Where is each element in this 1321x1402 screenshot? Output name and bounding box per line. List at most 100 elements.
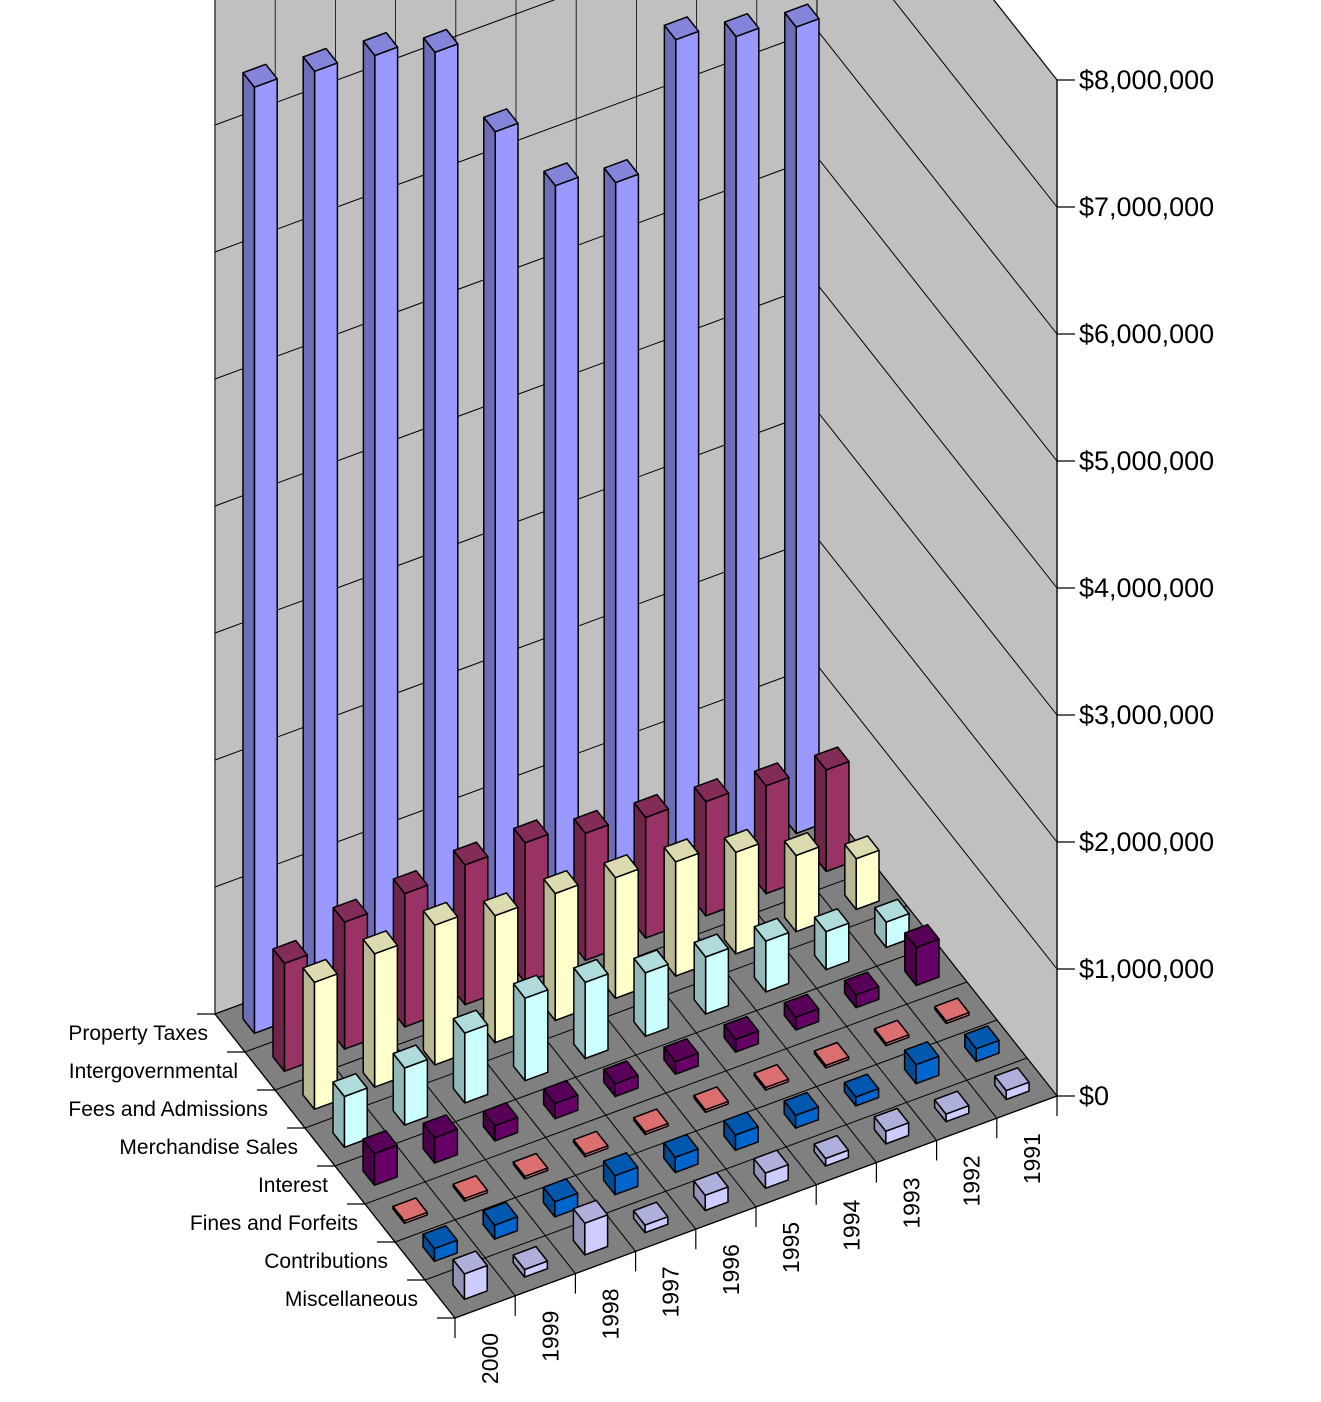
bar-side-face <box>663 24 677 879</box>
bar-top-face <box>242 63 278 88</box>
bar-side-face <box>663 846 677 977</box>
bar-top-face <box>663 838 700 863</box>
bar <box>512 1245 549 1278</box>
bar <box>482 1201 519 1240</box>
bar <box>603 158 640 901</box>
axes <box>197 79 1075 1338</box>
bar-top-face <box>512 974 549 999</box>
bar-top-face <box>302 958 338 984</box>
value-tick-label: $0 <box>1079 1081 1109 1111</box>
bar <box>633 793 670 939</box>
bar-top-face <box>843 971 880 996</box>
bar-top-face <box>723 12 760 38</box>
bar-front-face <box>434 43 459 968</box>
bar-top-face <box>903 1041 940 1066</box>
bar <box>482 1102 519 1142</box>
category-tick-label: 1991 <box>1019 1133 1045 1184</box>
bar <box>934 997 970 1025</box>
bar <box>573 958 609 1060</box>
bar-side-face <box>302 967 316 1111</box>
value-tick-label: $4,000,000 <box>1079 573 1214 603</box>
bar-top-face <box>814 746 850 771</box>
bar <box>663 16 700 879</box>
bar <box>302 47 339 1012</box>
bar-side-face <box>422 37 436 968</box>
bar-top-face <box>693 1171 729 1197</box>
bar-top-face <box>603 158 640 184</box>
bar-top-face <box>904 923 940 949</box>
bar <box>783 1091 820 1129</box>
bar-front-face <box>494 122 519 946</box>
bar-front-face <box>644 963 669 1038</box>
bar-top-face <box>784 3 820 28</box>
bar <box>873 1019 910 1047</box>
bar <box>723 12 760 857</box>
bar-top-face <box>632 1201 669 1226</box>
bar-top-face <box>422 1114 459 1139</box>
bar-side-face <box>783 840 797 933</box>
bar-top-face <box>482 892 519 917</box>
value-tick-label: $8,000,000 <box>1079 65 1214 95</box>
bar-top-face <box>392 1197 428 1222</box>
floor-gridline <box>364 981 968 1205</box>
gridline <box>214 0 1058 208</box>
bar-side-face <box>723 21 737 857</box>
bar <box>693 933 730 1015</box>
category-tick-label: 1996 <box>718 1244 744 1295</box>
bar-top-face <box>603 854 639 879</box>
bar-top-face <box>813 908 850 933</box>
bar-top-face <box>994 1067 1030 1092</box>
category-tick-label: 1997 <box>658 1266 684 1317</box>
bar-top-face <box>633 1108 669 1133</box>
bar-top-face <box>934 997 970 1022</box>
bar-side-face <box>512 982 526 1082</box>
bar-side-face <box>543 170 557 924</box>
bar <box>422 901 459 1066</box>
bar-top-face <box>873 1019 910 1044</box>
bar-side-face <box>483 116 496 946</box>
bar-top-face <box>874 898 910 923</box>
bar-top-face <box>513 819 549 844</box>
category-tick-label: 1993 <box>899 1178 925 1229</box>
bar <box>753 1063 790 1091</box>
bar-side-face <box>784 11 797 835</box>
bar-front-face <box>313 62 339 1012</box>
bar <box>572 1130 609 1158</box>
bar-top-face <box>572 1130 609 1155</box>
bar <box>483 108 519 946</box>
bar <box>964 1025 1000 1063</box>
series-label: Miscellaneous <box>285 1288 418 1311</box>
bar-side-face <box>272 948 286 1073</box>
series-label: Contributions <box>264 1250 388 1273</box>
bar-side-face <box>302 56 316 1012</box>
bar <box>392 869 429 1028</box>
bar-top-face <box>723 828 760 854</box>
bar-top-face <box>512 1152 549 1178</box>
bar <box>783 831 820 933</box>
bar-top-face <box>663 16 700 41</box>
bar <box>242 63 278 1035</box>
bar <box>332 1072 368 1149</box>
bar-top-face <box>392 1044 429 1069</box>
bar <box>814 746 850 873</box>
bar-front-face <box>765 931 790 993</box>
bar-top-face <box>452 1174 489 1200</box>
bar <box>813 1041 850 1069</box>
bar-top-face <box>362 1129 398 1155</box>
bar-top-face <box>813 1041 850 1067</box>
bar <box>362 930 399 1088</box>
series-label: Intergovernmental <box>69 1060 238 1083</box>
bar-top-face <box>482 1201 519 1226</box>
bar <box>904 923 940 987</box>
bar-top-face <box>602 1152 639 1177</box>
value-tick-label: $5,000,000 <box>1079 446 1214 476</box>
bar-top-face <box>753 917 790 942</box>
bar <box>603 854 639 1000</box>
bar-top-face <box>483 108 519 133</box>
bar-front-face <box>524 989 549 1082</box>
bar-top-face <box>272 939 308 965</box>
labels: $0 $1,000,000 $2,000,000 $3,000,000 $4,000,0… <box>68 65 1214 1384</box>
bar-top-face <box>573 958 609 984</box>
bar <box>633 949 669 1038</box>
bar-top-face <box>783 1091 820 1117</box>
